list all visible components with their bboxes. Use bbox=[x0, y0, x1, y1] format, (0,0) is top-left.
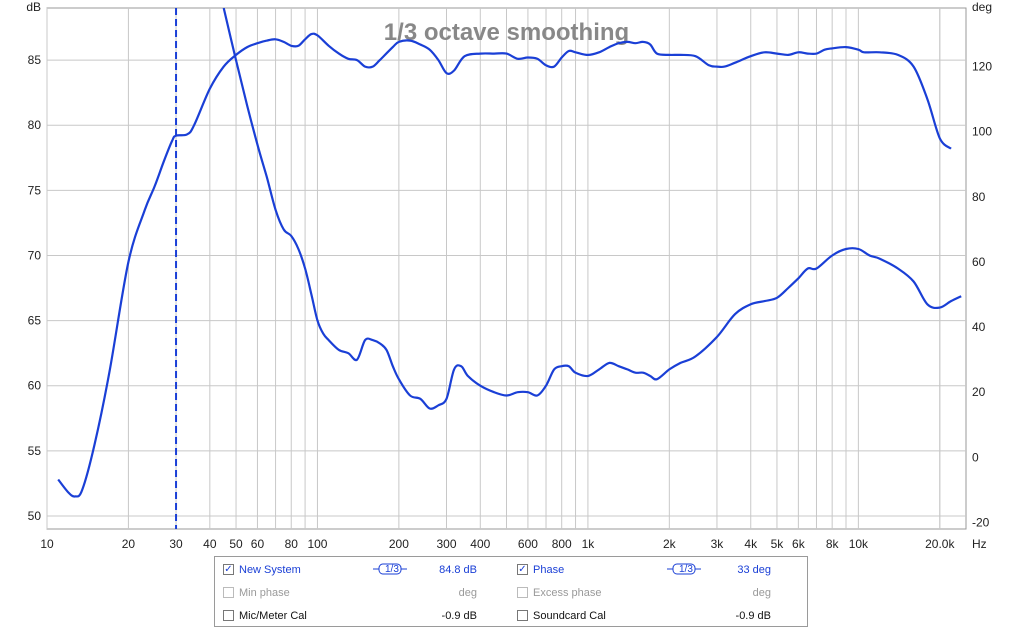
y-right-unit-label: deg bbox=[972, 0, 992, 14]
x-tick-label: 5k bbox=[771, 537, 785, 551]
x-tick-label: 400 bbox=[470, 537, 490, 551]
x-tick-label: 2k bbox=[663, 537, 677, 551]
y-left-tick-label: 65 bbox=[28, 314, 42, 328]
mic-meter-cal-value: -0.9 dB bbox=[441, 610, 477, 622]
y-right-tick-label: 120 bbox=[972, 60, 992, 74]
y-left-tick-label: 60 bbox=[28, 379, 42, 393]
mic-meter-cal-label: Mic/Meter Cal bbox=[239, 610, 307, 622]
legend-row-min-phase: Min phase deg Excess phase deg bbox=[215, 584, 807, 602]
y-right-tick-label: 100 bbox=[972, 125, 992, 139]
excess-phase-label: Excess phase bbox=[533, 587, 602, 599]
series-line-new-system bbox=[57, 32, 952, 498]
soundcard-cal-value: -0.9 dB bbox=[735, 610, 771, 622]
y-left-tick-label: 70 bbox=[28, 248, 42, 262]
y-left-tick-label: 50 bbox=[28, 509, 42, 523]
x-tick-label: 10k bbox=[849, 537, 869, 551]
y-left-tick-label: 80 bbox=[28, 118, 42, 132]
y-right-tick-label: 80 bbox=[972, 190, 986, 204]
min-phase-label: Min phase bbox=[239, 587, 290, 599]
series-line-phase bbox=[222, 8, 962, 410]
y-right-tick-label: 40 bbox=[972, 320, 986, 334]
excess-phase-value: deg bbox=[752, 587, 771, 599]
x-tick-label: 20 bbox=[122, 537, 136, 551]
x-tick-label: 6k bbox=[792, 537, 806, 551]
chart-title: 1/3 octave smoothing bbox=[384, 19, 629, 46]
phase-label: Phase bbox=[533, 564, 565, 576]
x-tick-label: 50 bbox=[229, 537, 243, 551]
x-tick-label: 20.0k bbox=[925, 537, 955, 551]
legend-panel: New System 1/3 84.8 dB Phase 1/3 33 deg … bbox=[214, 556, 808, 627]
y-right-tick-label: 0 bbox=[972, 450, 979, 464]
x-tick-label: 3k bbox=[711, 537, 725, 551]
phase-value: 33 deg bbox=[737, 564, 771, 576]
x-tick-label: 80 bbox=[285, 537, 299, 551]
new-system-checkbox[interactable] bbox=[223, 564, 234, 575]
x-tick-label: 600 bbox=[518, 537, 538, 551]
frequency-response-chart: 50 55 60 65 70 75 80 85 -20 0 20 40 60 80 100 120 dB deg 1… bbox=[26, 0, 992, 551]
phase-smoothing: 1/3 bbox=[679, 564, 693, 575]
y-left-tick-label: 85 bbox=[28, 53, 42, 67]
y-right-tick-label: 20 bbox=[972, 385, 986, 399]
min-phase-value: deg bbox=[458, 587, 477, 599]
x-tick-label: 4k bbox=[744, 537, 758, 551]
x-tick-label: 30 bbox=[169, 537, 183, 551]
soundcard-cal-checkbox[interactable] bbox=[517, 610, 528, 621]
x-tick-label: 1k bbox=[582, 537, 596, 551]
x-tick-label: 60 bbox=[251, 537, 265, 551]
smoothing-badge-icon[interactable] bbox=[373, 563, 407, 575]
x-tick-label: 800 bbox=[552, 537, 572, 551]
y-right-tick-label: -20 bbox=[972, 515, 990, 529]
x-tick-label: 10 bbox=[40, 537, 54, 551]
y-left-tick-label: 75 bbox=[28, 183, 42, 197]
soundcard-cal-label: Soundcard Cal bbox=[533, 610, 606, 622]
y-left-tick-label: 55 bbox=[28, 444, 42, 458]
new-system-label: New System bbox=[239, 564, 301, 576]
y-left-unit-label: dB bbox=[26, 0, 41, 14]
phase-checkbox[interactable] bbox=[517, 564, 528, 575]
x-tick-label: 200 bbox=[389, 537, 409, 551]
new-system-value: 84.8 dB bbox=[439, 564, 477, 576]
new-system-smoothing: 1/3 bbox=[385, 564, 399, 575]
x-unit-label: Hz bbox=[972, 537, 987, 551]
excess-phase-checkbox[interactable] bbox=[517, 587, 528, 598]
x-tick-label: 8k bbox=[826, 537, 840, 551]
x-tick-label: 40 bbox=[203, 537, 217, 551]
legend-row-cal: Mic/Meter Cal -0.9 dB Soundcard Cal -0.9… bbox=[215, 607, 807, 625]
x-tick-label: 100 bbox=[307, 537, 327, 551]
legend-row-new-system: New System 1/3 84.8 dB Phase 1/3 33 deg bbox=[215, 561, 807, 579]
y-right-tick-label: 60 bbox=[972, 255, 986, 269]
phase-smoothing-badge-icon[interactable] bbox=[667, 563, 701, 575]
x-tick-label: 300 bbox=[436, 537, 456, 551]
mic-meter-cal-checkbox[interactable] bbox=[223, 610, 234, 621]
min-phase-checkbox[interactable] bbox=[223, 587, 234, 598]
